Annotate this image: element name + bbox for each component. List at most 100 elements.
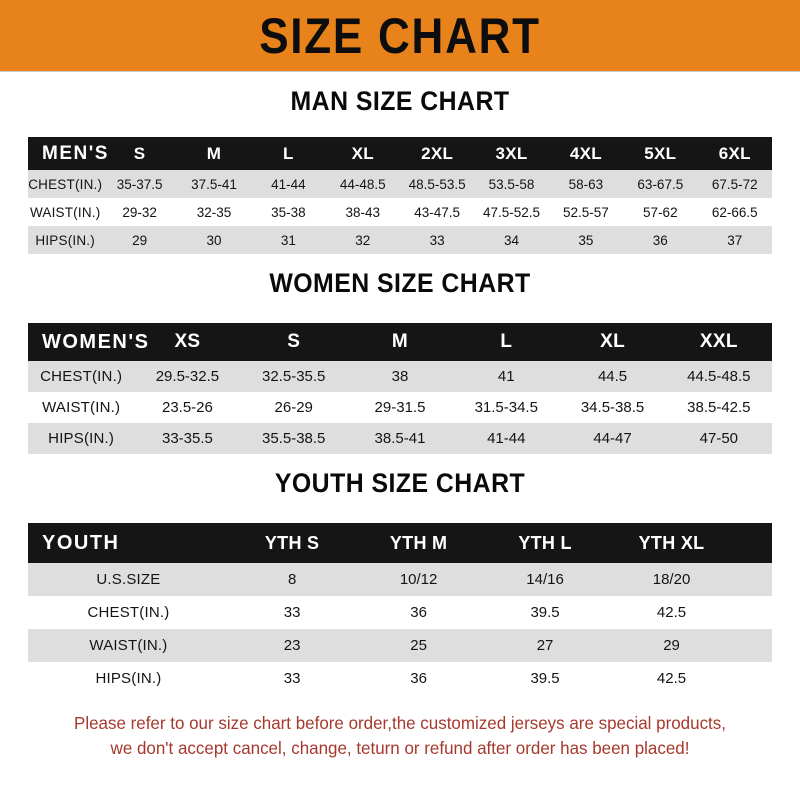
youth-row-1-filler <box>734 596 772 629</box>
page-title: SIZE CHART <box>259 7 541 64</box>
men-size-col-5: 2XL <box>399 137 475 170</box>
youth-size-col-4: YTH XL <box>608 523 735 563</box>
men-size-col-1: S <box>102 137 177 170</box>
women-size-col-1: XS <box>134 323 241 361</box>
spacer-men-title-to-table <box>0 117 800 137</box>
men-size-col-6: 3XL <box>474 137 549 170</box>
women-row-1-label: WAIST(IN.) <box>28 392 135 423</box>
men-header-row: MEN'S S M L XL 2XL 3XL 4XL 5XL 6XL <box>28 137 772 170</box>
women-row-2-cell-4: 44-47 <box>559 423 666 454</box>
men-row-1-label: WAIST(IN.) <box>28 198 103 226</box>
youth-row-2-cell-1: 25 <box>355 629 482 662</box>
men-table-head: MEN'S S M L XL 2XL 3XL 4XL 5XL 6XL <box>28 137 772 170</box>
youth-size-col-2: YTH M <box>355 523 482 563</box>
table-row: WAIST(IN.) 23 25 27 29 <box>28 629 772 662</box>
youth-row-0-label: U.S.SIZE <box>28 563 229 596</box>
women-row-0-cell-3: 41 <box>453 361 560 392</box>
men-row-1-cell-3: 38-43 <box>325 198 400 226</box>
women-row-0-cell-1: 32.5-35.5 <box>240 361 347 392</box>
women-row-1-cell-4: 34.5-38.5 <box>559 392 666 423</box>
women-size-col-6: XXL <box>665 323 772 361</box>
table-row: CHEST(IN.) 29.5-32.5 32.5-35.5 38 41 44.… <box>28 361 772 392</box>
men-row-1-cell-2: 35-38 <box>251 198 326 226</box>
men-row-0-cell-4: 48.5-53.5 <box>399 170 475 198</box>
page-banner: SIZE CHART <box>0 0 800 72</box>
men-row-2-label: HIPS(IN.) <box>28 226 103 254</box>
table-row: WAIST(IN.) 29-32 32-35 35-38 38-43 43-47… <box>28 198 772 226</box>
youth-row-3-label: HIPS(IN.) <box>28 662 229 695</box>
men-row-0-cell-7: 63-67.5 <box>623 170 698 198</box>
women-row-2-label: HIPS(IN.) <box>28 423 135 454</box>
table-row: HIPS(IN.) 33 36 39.5 42.5 <box>28 662 772 695</box>
women-row-0-cell-4: 44.5 <box>559 361 666 392</box>
youth-size-table: YOUTH YTH S YTH M YTH L YTH XL U.S.SIZE … <box>28 523 772 695</box>
men-row-0-cell-1: 37.5-41 <box>176 170 252 198</box>
men-row-1-cell-7: 57-62 <box>623 198 698 226</box>
spacer-youth-title-to-table <box>0 499 800 523</box>
youth-row-2-cell-2: 27 <box>481 629 609 662</box>
youth-row-3-filler <box>734 662 772 695</box>
women-row-2-cell-3: 41-44 <box>453 423 560 454</box>
spacer-men-table-to-women-title <box>0 254 800 268</box>
women-row-2-cell-0: 33-35.5 <box>134 423 241 454</box>
youth-table-head: YOUTH YTH S YTH M YTH L YTH XL <box>28 523 772 563</box>
youth-row-2-label: WAIST(IN.) <box>28 629 229 662</box>
spacer-women-title-to-table <box>0 299 800 323</box>
youth-row-2-cell-3: 29 <box>608 629 735 662</box>
youth-row-1-label: CHEST(IN.) <box>28 596 229 629</box>
spacer-youth-table-to-footer <box>0 695 800 711</box>
men-size-col-9: 6XL <box>697 137 772 170</box>
youth-row-0-cell-0: 8 <box>228 563 356 596</box>
women-row-1-cell-2: 29-31.5 <box>346 392 454 423</box>
youth-row-1-cell-1: 36 <box>355 596 482 629</box>
women-header-row: WOMEN'S XS S M L XL XXL <box>28 323 772 361</box>
table-row: HIPS(IN.) 29 30 31 32 33 34 35 36 37 <box>28 226 772 254</box>
women-table-body: CHEST(IN.) 29.5-32.5 32.5-35.5 38 41 44.… <box>28 361 772 454</box>
youth-row-2-filler <box>734 629 772 662</box>
section-title-youth: YOUTH SIZE CHART <box>274 468 526 498</box>
men-row-0-cell-3: 44-48.5 <box>325 170 400 198</box>
youth-row-2-cell-0: 23 <box>228 629 356 662</box>
men-row-0-cell-6: 58-63 <box>548 170 624 198</box>
men-row-2-cell-3: 32 <box>325 226 400 254</box>
men-row-2-cell-4: 33 <box>399 226 475 254</box>
youth-row-0-filler <box>734 563 772 596</box>
table-row: CHEST(IN.) 33 36 39.5 42.5 <box>28 596 772 629</box>
men-row-1-cell-8: 62-66.5 <box>697 198 772 226</box>
youth-size-col-1: YTH S <box>228 523 356 563</box>
youth-row-0-cell-1: 10/12 <box>355 563 482 596</box>
table-row: U.S.SIZE 8 10/12 14/16 18/20 <box>28 563 772 596</box>
women-row-0-cell-2: 38 <box>346 361 454 392</box>
women-row-2-cell-2: 38.5-41 <box>346 423 454 454</box>
youth-row-3-cell-3: 42.5 <box>608 662 735 695</box>
women-header-label: WOMEN'S <box>28 323 148 361</box>
women-row-2-cell-1: 35.5-38.5 <box>240 423 347 454</box>
men-row-0-cell-8: 67.5-72 <box>697 170 772 198</box>
youth-row-3-cell-0: 33 <box>228 662 356 695</box>
youth-row-0-cell-2: 14/16 <box>481 563 609 596</box>
men-row-2-cell-7: 36 <box>623 226 698 254</box>
men-header-label: MEN'S <box>28 137 107 170</box>
men-row-0-cell-5: 53.5-58 <box>474 170 549 198</box>
men-row-1-cell-0: 29-32 <box>102 198 177 226</box>
men-row-2-cell-8: 37 <box>697 226 772 254</box>
youth-header-label: YOUTH <box>28 523 229 563</box>
men-row-1-cell-1: 32-35 <box>176 198 252 226</box>
men-size-col-8: 5XL <box>623 137 698 170</box>
women-row-1-cell-0: 23.5-26 <box>134 392 241 423</box>
section-title-women: WOMEN SIZE CHART <box>269 268 531 298</box>
table-row: WAIST(IN.) 23.5-26 26-29 29-31.5 31.5-34… <box>28 392 772 423</box>
men-row-2-cell-1: 30 <box>176 226 252 254</box>
youth-row-3-cell-1: 36 <box>355 662 482 695</box>
women-row-2-cell-5: 47-50 <box>665 423 772 454</box>
youth-size-col-3: YTH L <box>481 523 609 563</box>
women-row-1-cell-5: 38.5-42.5 <box>665 392 772 423</box>
men-row-2-cell-5: 34 <box>474 226 549 254</box>
spacer-women-table-to-youth-title <box>0 454 800 468</box>
men-row-1-cell-5: 47.5-52.5 <box>474 198 549 226</box>
women-row-0-cell-5: 44.5-48.5 <box>665 361 772 392</box>
men-row-2-cell-0: 29 <box>102 226 177 254</box>
women-row-1-cell-3: 31.5-34.5 <box>453 392 560 423</box>
youth-table-body: U.S.SIZE 8 10/12 14/16 18/20 CHEST(IN.) … <box>28 563 772 695</box>
